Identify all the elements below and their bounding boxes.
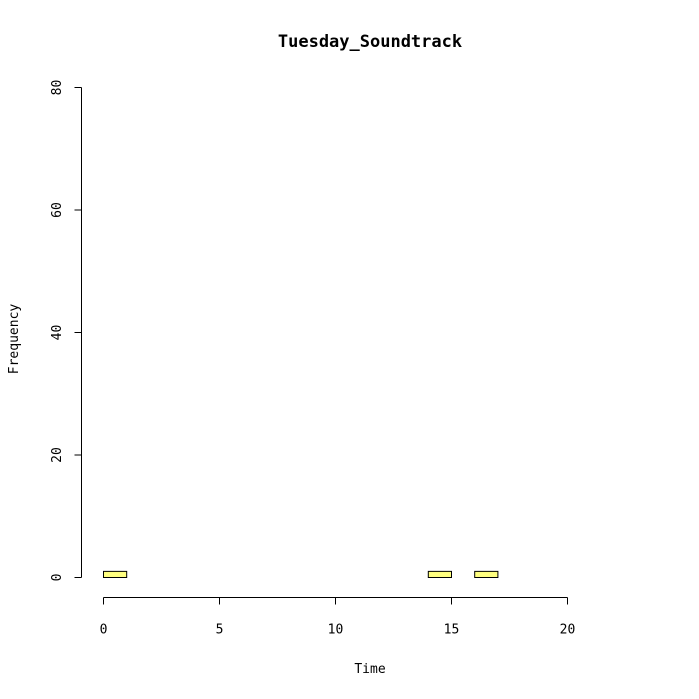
y-tick-label: 40 [50,325,65,341]
histogram-bars [103,570,499,578]
histogram-bar [474,570,499,578]
x-tick-label: 0 [100,623,108,638]
y-tick-label: 60 [50,202,65,218]
x-tick-label: 20 [560,623,576,638]
x-tick-label: 5 [216,623,224,638]
histogram-bar [427,570,452,578]
y-tick-label: 80 [50,80,65,96]
x-tick-label: 10 [328,623,344,638]
chart-title: Tuesday_Soundtrack [278,32,462,52]
y-axis: 0 20 40 60 80 [50,80,82,582]
x-axis-label: Time [354,662,385,677]
y-axis-label: Frequency [7,304,22,375]
histogram-bar [103,570,128,578]
x-tick-label: 15 [444,623,460,638]
x-axis: 0 5 10 15 20 [100,597,576,638]
y-tick-label: 20 [50,447,65,463]
y-tick-label: 0 [50,574,65,582]
